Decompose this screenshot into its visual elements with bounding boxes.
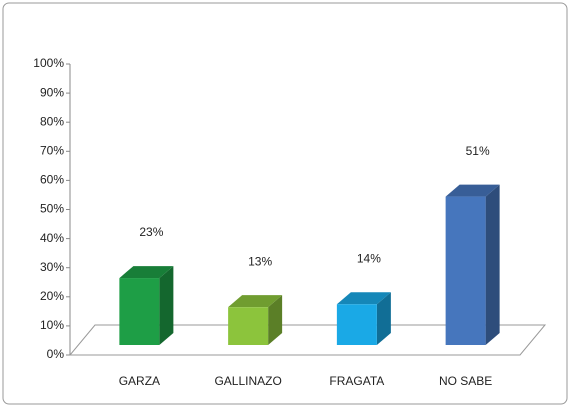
data-label: 23% [139,225,163,239]
x-tick-label: GALLINAZO [214,374,281,388]
y-tick-label: 60% [40,173,64,187]
y-tick-label: 70% [40,143,64,157]
y-tick-label: 50% [40,202,64,216]
bar-side [268,295,283,345]
data-label: 51% [466,144,490,158]
bar-top [119,266,174,279]
y-tick-label: 80% [40,114,64,128]
bar [228,307,269,345]
y-tick-label: 30% [40,260,64,274]
x-tick-label: GARZA [119,374,160,388]
data-label: 13% [248,254,272,268]
floor [68,324,547,356]
y-tick-label: 20% [40,289,64,303]
y-tick-label: 40% [40,231,64,245]
bar-top [445,184,500,197]
x-tick-label: NO SABE [439,374,492,388]
bar-top [228,295,283,308]
bar-side [159,266,174,345]
bar-side [376,292,391,345]
bar-side [485,184,500,345]
y-tick-label: 100% [33,56,64,70]
bar [336,304,377,345]
bar-top [336,292,391,305]
bar [119,278,160,345]
y-tick-label: 90% [40,85,64,99]
x-tick-label: FRAGATA [329,374,384,388]
bar [445,196,486,345]
y-tick-label: 10% [40,318,64,332]
data-label: 14% [357,251,381,265]
y-tick-label: 0% [47,347,65,361]
